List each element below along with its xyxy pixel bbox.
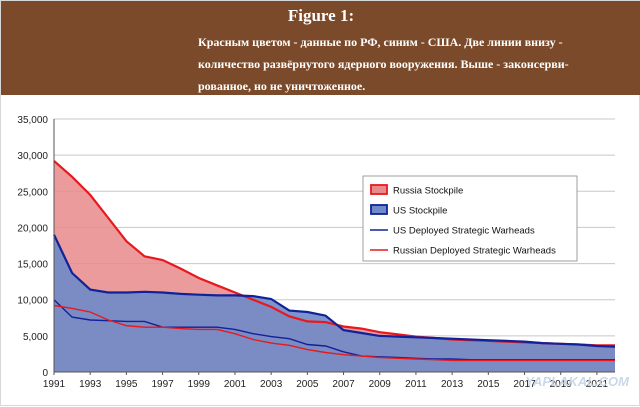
legend-box bbox=[362, 175, 578, 262]
y-tick-label: 25,000 bbox=[17, 187, 48, 198]
watermark: YAPLAKAL.COM bbox=[525, 374, 630, 389]
x-tick-label: 1991 bbox=[43, 379, 66, 390]
x-tick-label: 2013 bbox=[441, 379, 464, 390]
legend-label: US Stockpile bbox=[393, 206, 447, 217]
figure-title: Figure 1: bbox=[287, 6, 355, 25]
y-tick-label: 15,000 bbox=[17, 260, 48, 271]
x-tick-label: 2011 bbox=[405, 379, 427, 390]
x-tick-label: 1995 bbox=[115, 379, 138, 390]
x-tick-label: 1993 bbox=[79, 379, 102, 390]
legend-swatch bbox=[370, 204, 388, 215]
y-tick-label: 35,000 bbox=[17, 115, 48, 126]
x-tick-label: 2003 bbox=[260, 379, 283, 390]
us-stockpile-area bbox=[54, 234, 615, 372]
deployed-lines bbox=[53, 160, 616, 362]
x-tick-label: 2015 bbox=[477, 379, 500, 390]
x-tick-label: 2021 bbox=[586, 379, 609, 390]
stockpile-areas bbox=[54, 160, 615, 372]
x-tick-label: 1999 bbox=[188, 379, 211, 390]
figure-caption: Красным цветом - данные по РФ, синим - С… bbox=[198, 35, 569, 93]
legend-label: US Deployed Strategic Warheads bbox=[393, 226, 535, 237]
legend-swatch bbox=[370, 184, 388, 195]
y-tick-label: 0 bbox=[42, 368, 48, 379]
y-tick-label: 20,000 bbox=[17, 223, 48, 234]
russia-deployed-line bbox=[53, 304, 615, 362]
x-tick-label: 2001 bbox=[224, 379, 247, 390]
legend-label: Russian Deployed Strategic Warheads bbox=[393, 246, 556, 257]
x-tick-label: 2005 bbox=[296, 379, 319, 390]
x-tick-label: 1997 bbox=[151, 379, 174, 390]
nuclear-stockpile-chart: 0 5,000 10,000 15,000 20,000 25,000 30,000 35,0… bbox=[17, 115, 630, 390]
x-tick-label: 2017 bbox=[513, 379, 536, 390]
x-tick-label: 2019 bbox=[550, 379, 573, 390]
legend-label: Russia Stockpile bbox=[393, 186, 463, 197]
y-tick-label: 5,000 bbox=[23, 332, 48, 343]
us-stockpile-line bbox=[53, 234, 616, 348]
x-tick-label: 2009 bbox=[369, 379, 392, 390]
chart-legend: Russia Stockpile US Stockpile US Deployed … bbox=[362, 175, 578, 262]
axes: 0 5,000 10,000 15,000 20,000 25,000 30,000 35,0… bbox=[17, 115, 615, 390]
caption-banner: Figure 1: Красным цветом - данные по РФ,… bbox=[1, 1, 640, 95]
x-tick-label: 2007 bbox=[332, 379, 355, 390]
y-tick-label: 10,000 bbox=[17, 296, 48, 307]
y-tick-label: 30,000 bbox=[17, 151, 48, 162]
